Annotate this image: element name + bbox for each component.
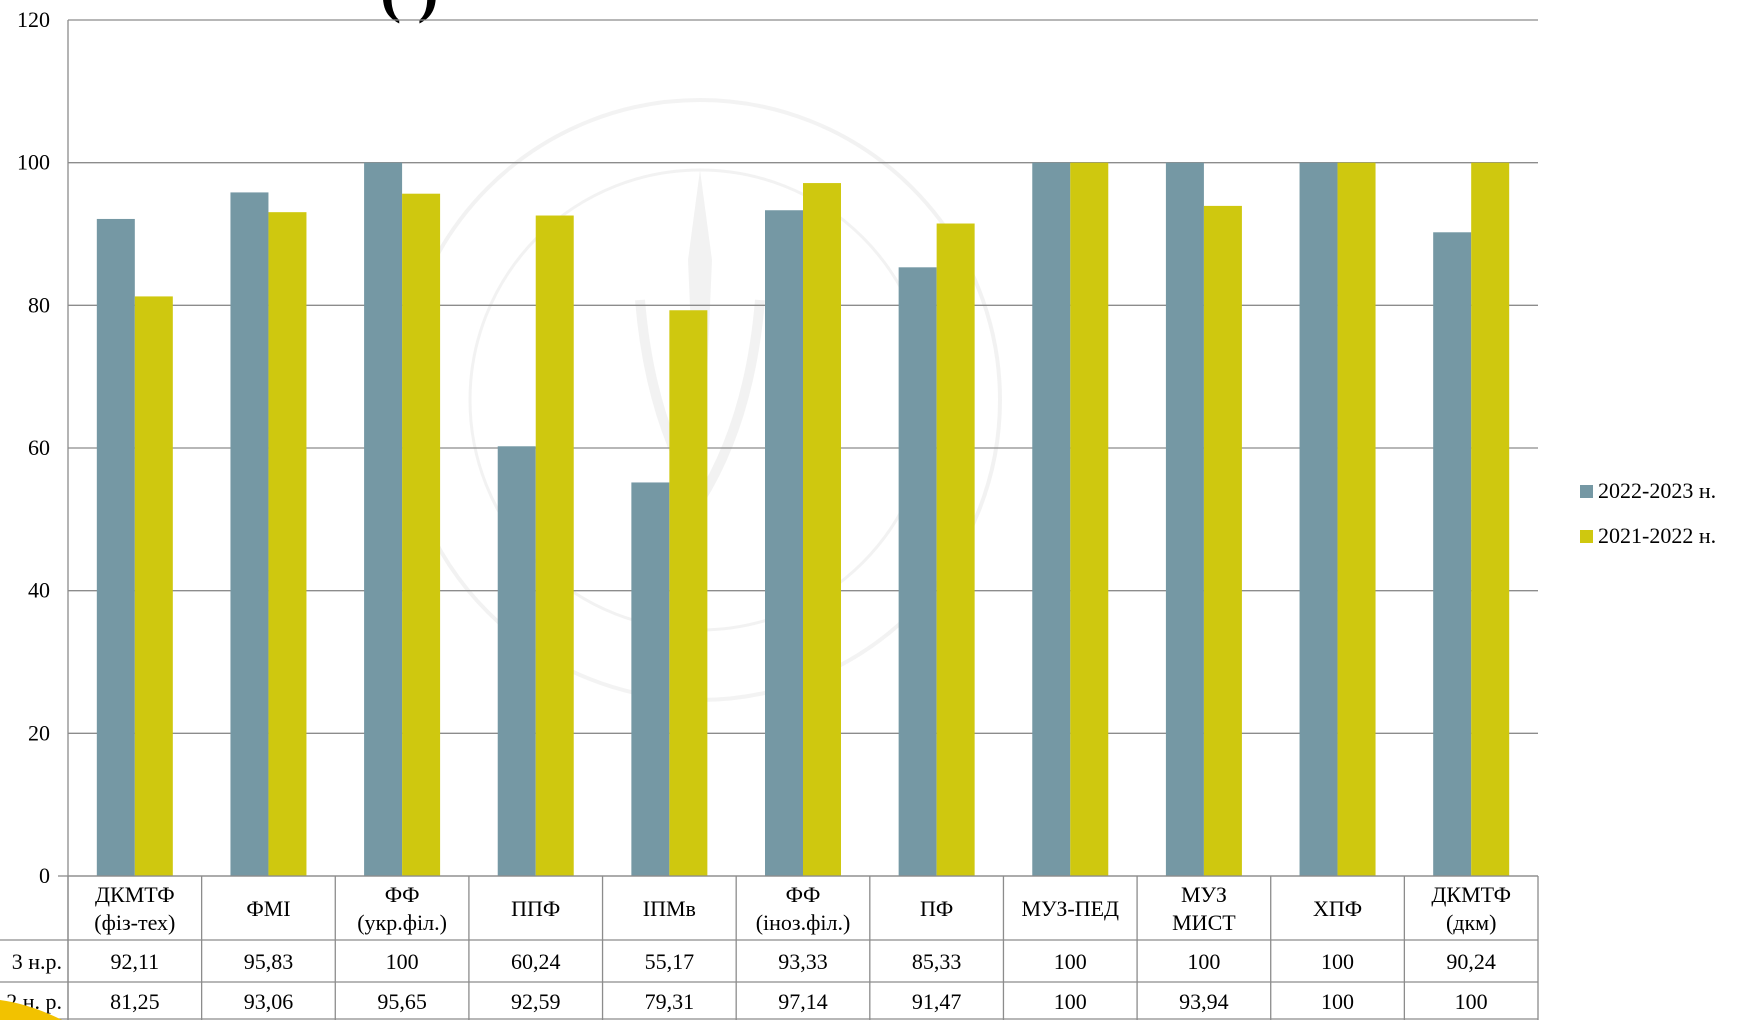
table-cell-value: 97,14	[778, 989, 828, 1014]
table-cell-value: 81,25	[110, 989, 160, 1014]
category-label: ФФ	[786, 882, 821, 907]
table-cell-value: 93,94	[1179, 989, 1229, 1014]
bar	[1471, 162, 1510, 876]
bar	[803, 183, 841, 876]
category-label: ДКМТФ	[95, 882, 175, 907]
category-label: ФФ	[385, 882, 420, 907]
legend-label: 2022-2023 н.	[1598, 478, 1716, 503]
y-tick-label: 80	[28, 292, 50, 317]
category-label: ПФ	[920, 896, 953, 921]
category-label: МУЗ-ПЕД	[1022, 896, 1120, 921]
table-cell-value: 93,06	[244, 989, 294, 1014]
bar	[1203, 205, 1242, 877]
legend-label: 2021-2022 н.	[1598, 523, 1716, 548]
legend-swatch	[1580, 530, 1593, 543]
category-label: (дкм)	[1446, 910, 1496, 935]
bar	[1299, 162, 1338, 876]
category-label: (укр.філ.)	[357, 910, 447, 935]
bar	[96, 218, 135, 876]
bar	[268, 212, 307, 876]
y-tick-label: 0	[39, 863, 50, 888]
bar	[402, 193, 441, 877]
table-cell-value: 60,24	[511, 949, 561, 974]
table-cell-value: 85,33	[912, 949, 962, 974]
bar	[497, 446, 536, 876]
bar	[535, 215, 574, 877]
bar	[134, 296, 173, 877]
table-cell-value: 93,33	[778, 949, 828, 974]
table-cell-value: 100	[1321, 989, 1354, 1014]
bar	[765, 210, 803, 877]
bar	[1433, 232, 1472, 877]
table-cell-value: 100	[1054, 989, 1087, 1014]
bar	[669, 310, 708, 876]
y-tick-label: 40	[28, 578, 50, 603]
table-cell-value: 79,31	[645, 989, 695, 1014]
y-tick-label: 120	[17, 7, 50, 32]
table-cell-value: 100	[1187, 949, 1220, 974]
table-cell-value: 100	[386, 949, 419, 974]
bar	[936, 223, 975, 876]
table-cell-value: 92,59	[511, 989, 561, 1014]
table-cell-value: 91,47	[912, 989, 962, 1014]
category-label: ДКМТФ	[1431, 882, 1511, 907]
bar	[631, 482, 670, 876]
category-label: (іноз.філ.)	[756, 910, 851, 935]
category-label: МУЗ	[1181, 882, 1227, 907]
table-cell-value: 90,24	[1446, 949, 1496, 974]
bar	[230, 192, 269, 877]
category-label: ППФ	[511, 896, 560, 921]
category-label: ІПМв	[643, 896, 696, 921]
table-cell-value: 95,83	[244, 949, 294, 974]
table-cell-value: 100	[1054, 949, 1087, 974]
table-series-label: 3 н.р.	[12, 949, 62, 974]
bar	[364, 162, 403, 876]
bar	[1337, 162, 1376, 876]
bar	[1165, 162, 1204, 876]
table-cell-value: 95,65	[377, 989, 427, 1014]
y-tick-label: 20	[28, 720, 50, 745]
category-label: ХПФ	[1313, 896, 1362, 921]
bar	[1032, 162, 1071, 876]
corner-decoration	[0, 1000, 62, 1020]
category-label: МИСТ	[1172, 910, 1236, 935]
bar	[898, 267, 937, 877]
bar	[1070, 162, 1109, 876]
y-tick-label: 100	[17, 150, 50, 175]
category-label: ФМІ	[246, 896, 290, 921]
table-cell-value: 100	[1321, 949, 1354, 974]
table-cell-value: 55,17	[645, 949, 695, 974]
table-cell-value: 92,11	[110, 949, 159, 974]
table-cell-value: 100	[1455, 989, 1488, 1014]
category-label: (фіз-тех)	[94, 910, 175, 935]
y-tick-label: 60	[28, 435, 50, 460]
legend-swatch	[1580, 485, 1593, 498]
